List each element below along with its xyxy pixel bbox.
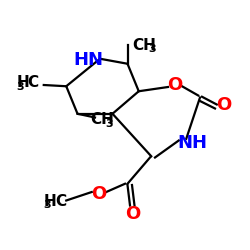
Text: 3: 3 — [148, 44, 156, 54]
Text: O: O — [168, 76, 182, 94]
Text: O: O — [91, 185, 106, 203]
Text: 3: 3 — [106, 119, 113, 129]
Text: CH: CH — [90, 112, 114, 128]
Text: 3: 3 — [44, 200, 52, 210]
Text: HN: HN — [74, 51, 104, 69]
Text: O: O — [216, 96, 232, 114]
Text: C: C — [55, 194, 66, 209]
Text: NH: NH — [178, 134, 208, 152]
Text: H: H — [16, 75, 29, 90]
Text: C: C — [28, 75, 38, 90]
Text: 3: 3 — [16, 82, 24, 92]
Text: CH: CH — [132, 38, 156, 52]
Text: H: H — [44, 194, 56, 209]
Text: O: O — [125, 205, 140, 223]
